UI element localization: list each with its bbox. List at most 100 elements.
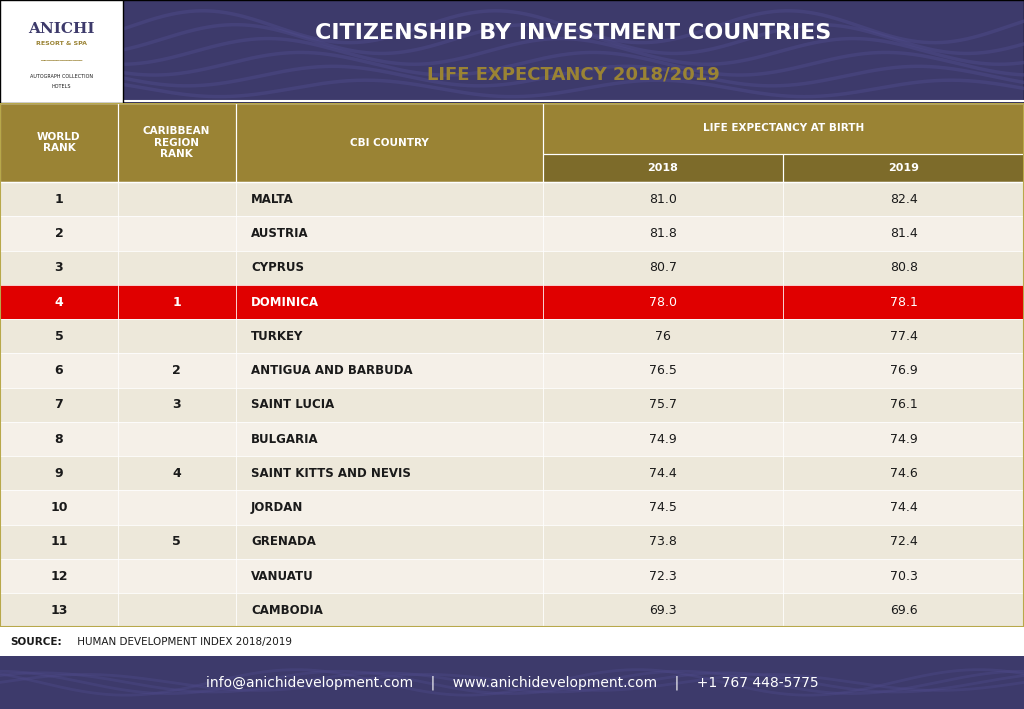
Text: 81.8: 81.8	[649, 227, 677, 240]
Text: 7: 7	[54, 398, 63, 411]
Text: BULGARIA: BULGARIA	[251, 432, 318, 445]
Bar	[236, 388, 543, 422]
Bar	[118, 216, 236, 251]
Text: 76.5: 76.5	[649, 364, 677, 377]
Bar	[783, 182, 1024, 216]
Bar	[236, 559, 543, 593]
Bar	[0, 103, 118, 182]
Bar	[118, 456, 236, 491]
Text: 76.1: 76.1	[890, 398, 918, 411]
Bar	[783, 285, 1024, 319]
Bar	[0, 216, 118, 251]
Bar	[236, 285, 543, 319]
Text: 11: 11	[50, 535, 68, 548]
Bar	[783, 388, 1024, 422]
Bar	[543, 593, 783, 627]
Bar	[236, 354, 543, 388]
Bar	[783, 319, 1024, 354]
Bar	[236, 525, 543, 559]
Text: 5: 5	[172, 535, 181, 548]
Text: LIFE EXPECTANCY 2018/2019: LIFE EXPECTANCY 2018/2019	[427, 65, 720, 83]
Text: TURKEY: TURKEY	[251, 330, 303, 343]
Bar	[543, 251, 783, 285]
Bar	[543, 251, 783, 285]
Text: 80.8: 80.8	[890, 262, 918, 274]
Bar	[0, 525, 118, 559]
Bar	[118, 354, 236, 388]
Bar	[783, 182, 1024, 216]
Bar	[783, 354, 1024, 388]
Bar	[0, 491, 118, 525]
Bar	[236, 319, 543, 354]
Text: 2018: 2018	[647, 163, 679, 173]
Bar	[783, 319, 1024, 354]
Text: SOURCE:: SOURCE:	[10, 637, 61, 647]
Text: AUTOGRAPH COLLECTION: AUTOGRAPH COLLECTION	[30, 74, 93, 79]
Text: WORLD
RANK: WORLD RANK	[37, 132, 81, 153]
Text: 72.3: 72.3	[649, 569, 677, 583]
Bar	[118, 251, 236, 285]
Bar	[118, 319, 236, 354]
Text: HUMAN DEVELOPMENT INDEX 2018/2019: HUMAN DEVELOPMENT INDEX 2018/2019	[74, 637, 292, 647]
Bar	[783, 251, 1024, 285]
Bar	[118, 491, 236, 525]
Bar	[0, 422, 118, 456]
Text: MALTA: MALTA	[251, 193, 294, 206]
Bar	[783, 216, 1024, 251]
Text: SAINT KITTS AND NEVIS: SAINT KITTS AND NEVIS	[251, 467, 411, 480]
Text: 74.6: 74.6	[890, 467, 918, 480]
Bar	[236, 491, 543, 525]
Text: 69.3: 69.3	[649, 604, 677, 617]
Text: 2019: 2019	[888, 163, 920, 173]
Bar	[783, 251, 1024, 285]
Bar	[0, 103, 118, 182]
Bar	[783, 559, 1024, 593]
Bar	[118, 388, 236, 422]
Text: DOMINICA: DOMINICA	[251, 296, 319, 308]
Bar	[118, 103, 236, 182]
Bar	[118, 216, 236, 251]
Bar	[0, 593, 118, 627]
Text: 81.0: 81.0	[649, 193, 677, 206]
Bar	[236, 103, 543, 182]
Bar	[543, 354, 783, 388]
Bar	[118, 388, 236, 422]
Bar	[118, 559, 236, 593]
Bar	[783, 422, 1024, 456]
Text: 70.3: 70.3	[890, 569, 918, 583]
Bar	[0, 354, 118, 388]
Text: 75.7: 75.7	[649, 398, 677, 411]
Text: 8: 8	[54, 432, 63, 445]
Bar	[0, 456, 118, 491]
Bar	[783, 154, 1024, 182]
Text: 78.0: 78.0	[649, 296, 677, 308]
Text: 3: 3	[54, 262, 63, 274]
Bar	[783, 525, 1024, 559]
Bar	[543, 285, 783, 319]
Text: 72.4: 72.4	[890, 535, 918, 548]
Bar	[783, 559, 1024, 593]
Bar	[118, 354, 236, 388]
Bar	[118, 525, 236, 559]
Text: LIFE EXPECTANCY AT BIRTH: LIFE EXPECTANCY AT BIRTH	[702, 123, 864, 133]
Bar	[0, 285, 118, 319]
Text: 2: 2	[54, 227, 63, 240]
Bar	[783, 456, 1024, 491]
Bar	[0, 525, 118, 559]
Text: 76.9: 76.9	[890, 364, 918, 377]
Bar	[543, 491, 783, 525]
Bar	[543, 216, 783, 251]
Bar	[0, 456, 118, 491]
Text: 82.4: 82.4	[890, 193, 918, 206]
Bar	[783, 491, 1024, 525]
Bar	[118, 422, 236, 456]
Text: 81.4: 81.4	[890, 227, 918, 240]
Text: VANUATU: VANUATU	[251, 569, 313, 583]
Bar	[783, 593, 1024, 627]
Bar	[543, 525, 783, 559]
Bar	[0, 251, 118, 285]
Bar	[543, 216, 783, 251]
Bar	[0, 491, 118, 525]
Bar	[0, 182, 118, 216]
Bar	[118, 422, 236, 456]
